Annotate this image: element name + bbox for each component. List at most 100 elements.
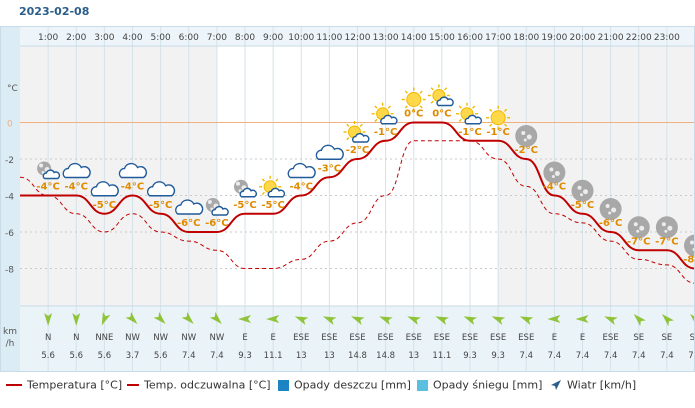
- wind-arrow-icon: [547, 315, 561, 323]
- temperature-line: [20, 121, 695, 270]
- temp-label: -4°C: [121, 182, 144, 193]
- hour-label: 21:00: [598, 33, 624, 43]
- wind-direction: NW: [153, 333, 168, 343]
- legend-snow-label: Opady śniegu [mm]: [433, 378, 543, 392]
- wind-direction: E: [580, 333, 585, 343]
- wind-speed: 5.6: [41, 351, 55, 361]
- hour-label: 2:00: [66, 33, 86, 43]
- wind-arrow-icon: [44, 313, 53, 326]
- wind-arrow-icon: [407, 316, 421, 325]
- wind-arrow-icon: [491, 316, 506, 325]
- wind-speed: 7.4: [548, 351, 562, 361]
- wind-arrow-icon: [181, 311, 194, 324]
- hour-label: 18:00: [513, 33, 539, 43]
- wind-arrow-icon: [633, 314, 646, 327]
- sun-cloud-icon: [343, 121, 370, 143]
- y-tick-label: -2: [5, 156, 14, 166]
- wind-arrow-icon: [209, 311, 222, 324]
- legend-feel-swatch: [127, 384, 139, 386]
- hour-label: 10:00: [288, 33, 314, 43]
- wind-speed: 5.6: [98, 351, 112, 361]
- temp-label: -5°C: [261, 200, 284, 211]
- hour-label: 20:00: [570, 33, 596, 43]
- wind-speed: 5.6: [69, 351, 83, 361]
- sun-cloud-icon: [427, 84, 454, 107]
- wind-direction: E: [552, 333, 557, 343]
- wind-speed: 3.7: [126, 351, 140, 361]
- hour-label: 19:00: [541, 33, 567, 43]
- sun-cloud-icon: [371, 102, 398, 125]
- hour-label: 17:00: [485, 33, 511, 43]
- wind-direction: ESE: [349, 333, 365, 343]
- moon-cloud-icon: [205, 198, 229, 216]
- moon-icon: [571, 179, 594, 202]
- hour-label: 8:00: [235, 33, 255, 43]
- temp-label: -4°C: [65, 182, 88, 193]
- wind-speed: 7.4: [604, 351, 618, 361]
- legend-wind[interactable]: Wiatr [km/h]: [550, 378, 636, 392]
- wind-speed: 7.4: [632, 351, 646, 361]
- wind-speed: 9.3: [463, 351, 477, 361]
- cloud-icon: [287, 162, 316, 179]
- moon-icon: [627, 216, 650, 239]
- wind-speed: 14.8: [348, 351, 367, 361]
- y-tick-label: 0: [7, 120, 13, 130]
- legend-rain[interactable]: Opady deszczu [mm]: [278, 378, 411, 392]
- wind-direction: ESE: [321, 333, 337, 343]
- wind-direction: NNE: [95, 333, 113, 343]
- wind-arrow-icon: [435, 316, 449, 325]
- wind-arrow-icon: [661, 314, 674, 327]
- hour-label: 9:00: [263, 33, 283, 43]
- legend-temperature[interactable]: Temperatura [°C]: [6, 378, 122, 392]
- hour-label: 11:00: [316, 33, 342, 43]
- wind-arrow-icon: [322, 316, 337, 325]
- y-tick-label: -4: [5, 193, 14, 203]
- legend-snow[interactable]: Opady śniegu [mm]: [417, 378, 542, 392]
- sun-cloud-icon: [259, 175, 286, 198]
- wind-arrow-icon: [72, 313, 81, 326]
- wind-direction: NW: [209, 333, 224, 343]
- hour-label: 16:00: [457, 33, 483, 43]
- wind-direction: E: [242, 333, 247, 343]
- hour-label: 4:00: [122, 33, 142, 43]
- wind-direction: SE: [633, 333, 644, 343]
- legend-feel[interactable]: Temp. odczuwalna [°C]: [127, 378, 271, 392]
- cloud-icon: [118, 162, 148, 179]
- wind-arrow-icon: [153, 311, 166, 324]
- legend-temperature-label: Temperatura [°C]: [27, 378, 123, 392]
- temp-label: -5°C: [93, 200, 116, 211]
- temp-label: -7°C: [655, 236, 678, 247]
- wind-speed: 7.4: [688, 351, 695, 361]
- moon-cloud-icon: [234, 179, 257, 198]
- temp-label: -5°C: [149, 200, 172, 211]
- wind-direction: ESE: [293, 333, 309, 343]
- cloud-icon: [90, 181, 119, 197]
- temp-label: -8°C: [683, 255, 695, 266]
- legend-feel-label: Temp. odczuwalna [°C]: [144, 378, 271, 392]
- temp-label: -6°C: [205, 218, 228, 229]
- wind-speed: 11.1: [432, 351, 451, 361]
- temp-label: -1°C: [458, 127, 481, 138]
- temp-label: -5°C: [571, 200, 594, 211]
- hour-label: 6:00: [179, 33, 199, 43]
- wind-direction: ESE: [603, 333, 619, 343]
- wind-speed: 13: [408, 351, 419, 361]
- wind-direction: ESE: [462, 333, 478, 343]
- wind-direction: ESE: [378, 333, 394, 343]
- y-axis-unit: °C: [7, 84, 18, 94]
- wind-speed: 13: [296, 351, 307, 361]
- wind-speed: 9.3: [491, 351, 505, 361]
- wind-direction: ESE: [490, 333, 506, 343]
- sun-icon: [486, 105, 511, 130]
- wind-arrow-icon: [604, 316, 618, 325]
- wind-direction: ESE: [518, 333, 534, 343]
- wind-direction: N: [73, 333, 79, 343]
- wind-direction: E: [270, 333, 275, 343]
- wind-speed: 7.4: [660, 351, 674, 361]
- wind-direction: SE: [661, 333, 672, 343]
- hour-label: 13:00: [373, 33, 399, 43]
- wind-arrow-icon: [379, 316, 393, 325]
- wind-arrow-icon: [690, 314, 695, 327]
- moon-cloud-icon: [37, 161, 61, 180]
- wind-arrow-icon: [351, 316, 365, 325]
